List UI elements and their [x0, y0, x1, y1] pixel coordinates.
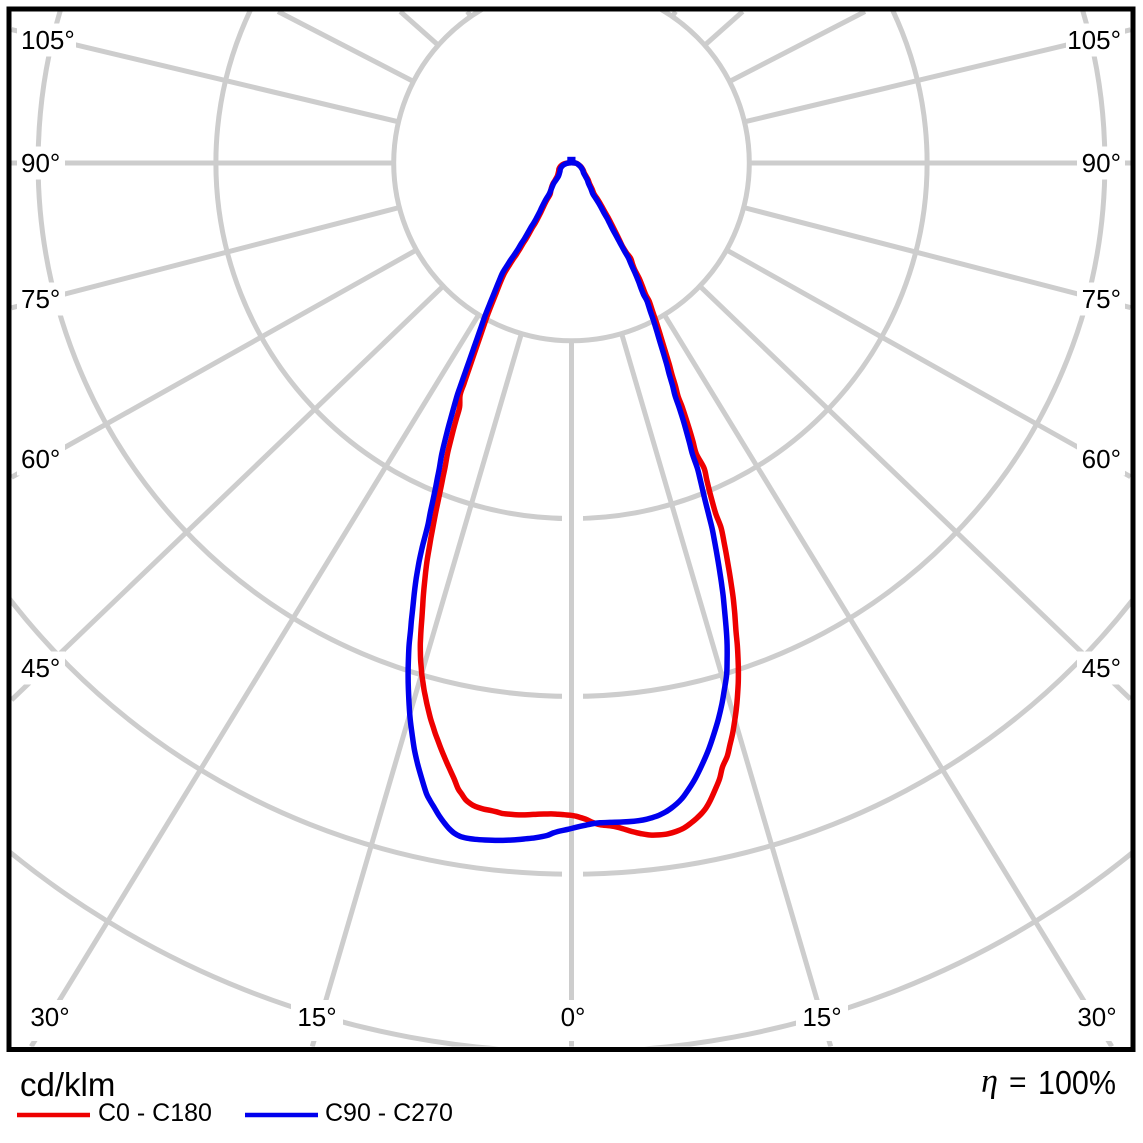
svg-text:C0 - C180: C0 - C180 [98, 1099, 212, 1127]
svg-text:=: = [1009, 1066, 1027, 1099]
svg-text:30°: 30° [30, 1002, 69, 1032]
svg-text:105°: 105° [1067, 25, 1121, 55]
svg-text:45°: 45° [1082, 653, 1121, 683]
svg-text:45°: 45° [21, 653, 60, 683]
svg-text:η: η [981, 1063, 998, 1100]
svg-text:15°: 15° [297, 1002, 336, 1032]
svg-text:100%: 100% [1038, 1064, 1116, 1101]
svg-text:90°: 90° [21, 148, 60, 178]
svg-text:cd/klm: cd/klm [20, 1066, 115, 1103]
svg-text:0°: 0° [561, 1002, 586, 1032]
svg-text:30°: 30° [1077, 1002, 1116, 1032]
svg-text:60°: 60° [21, 444, 60, 474]
svg-text:75°: 75° [1082, 284, 1121, 314]
svg-text:15°: 15° [802, 1002, 841, 1032]
svg-text:60°: 60° [1082, 444, 1121, 474]
svg-text:75°: 75° [21, 284, 60, 314]
svg-text:C90 - C270: C90 - C270 [325, 1099, 453, 1127]
svg-text:105°: 105° [21, 25, 75, 55]
svg-text:90°: 90° [1082, 148, 1121, 178]
